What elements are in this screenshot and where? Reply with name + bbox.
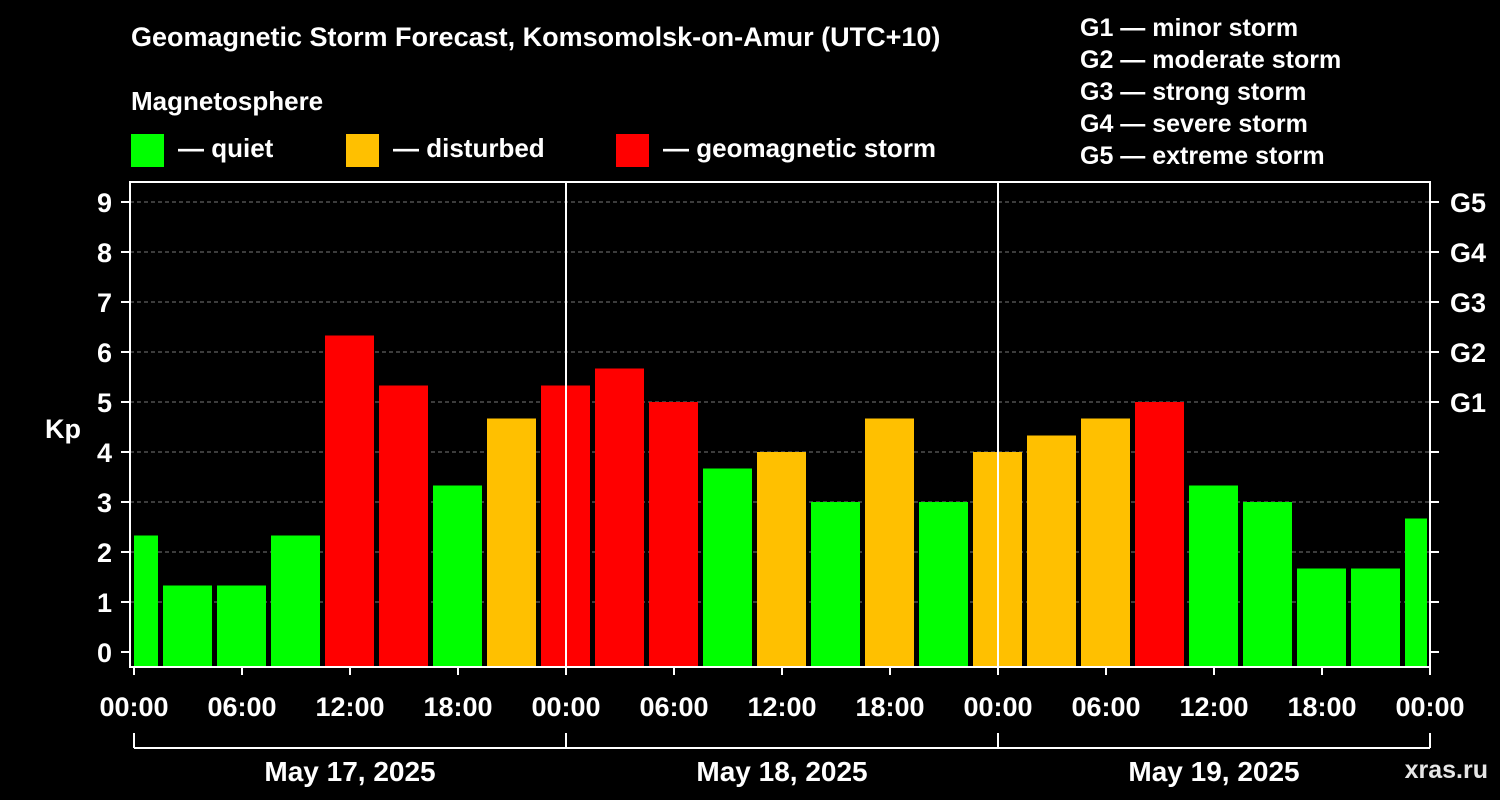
- bar-24: [1405, 518, 1427, 667]
- g-legend-g4: G4 — severe storm: [1080, 110, 1308, 138]
- bar-0: [134, 535, 158, 667]
- bar-2: [217, 585, 266, 667]
- day-label: May 19, 2025: [1128, 756, 1299, 787]
- bar-20: [1189, 485, 1238, 667]
- bar-3: [271, 535, 320, 667]
- bar-7: [487, 418, 536, 667]
- x-tick-label: 00:00: [1395, 692, 1464, 722]
- bar-10: [649, 402, 698, 667]
- bar-11: [703, 468, 752, 667]
- x-tick-label: 18:00: [423, 692, 492, 722]
- bar-9: [595, 368, 644, 667]
- g-scale-label: G5: [1450, 188, 1486, 218]
- y-tick-label: 7: [97, 288, 112, 318]
- bar-1: [163, 585, 212, 667]
- legend-heading: Magnetosphere: [131, 86, 324, 116]
- day-label: May 18, 2025: [696, 756, 867, 787]
- g-legend-g1: G1 — minor storm: [1080, 14, 1299, 42]
- bar-23: [1351, 568, 1400, 667]
- legend-swatch-quiet: [131, 134, 164, 167]
- legend-swatch-storm: [616, 134, 649, 167]
- x-tick-label: 18:00: [1287, 692, 1356, 722]
- source-watermark: xras.ru: [1404, 756, 1488, 784]
- bar-12: [757, 452, 806, 667]
- x-tick-label: 06:00: [639, 692, 708, 722]
- x-tick-label: 18:00: [855, 692, 924, 722]
- x-tick-label: 00:00: [531, 692, 600, 722]
- x-tick-label: 12:00: [1179, 692, 1248, 722]
- bar-14: [865, 418, 914, 667]
- bar-21: [1243, 502, 1292, 667]
- g-scale-label: G1: [1450, 388, 1486, 418]
- g-scale-label: G2: [1450, 338, 1486, 368]
- bar-22: [1297, 568, 1346, 667]
- y-tick-label: 6: [97, 338, 112, 368]
- bar-18: [1081, 418, 1130, 667]
- bar-15: [919, 502, 968, 667]
- y-tick-label: 4: [97, 438, 112, 468]
- x-tick-label: 00:00: [963, 692, 1032, 722]
- day-label: May 17, 2025: [264, 756, 435, 787]
- bar-4: [325, 335, 374, 667]
- y-tick-label: 9: [97, 188, 112, 218]
- legend-label-disturbed: — disturbed: [393, 133, 545, 163]
- bar-19: [1135, 402, 1184, 667]
- y-tick-label: 5: [97, 388, 112, 418]
- g-legend-g2: G2 — moderate storm: [1080, 46, 1342, 74]
- y-tick-label: 0: [97, 638, 112, 668]
- x-tick-label: 00:00: [99, 692, 168, 722]
- y-tick-label: 8: [97, 238, 112, 268]
- bar-17: [1027, 435, 1076, 667]
- y-axis-label: Kp: [45, 414, 81, 444]
- x-tick-label: 06:00: [207, 692, 276, 722]
- y-tick-label: 2: [97, 538, 112, 568]
- bar-5: [379, 385, 428, 667]
- x-tick-label: 12:00: [315, 692, 384, 722]
- g-scale-label: G4: [1450, 238, 1486, 268]
- legend-swatch-disturbed: [346, 134, 379, 167]
- y-tick-label: 3: [97, 488, 112, 518]
- bar-6: [433, 485, 482, 667]
- g-legend-g5: G5 — extreme storm: [1080, 142, 1325, 170]
- bar-13: [811, 502, 860, 667]
- x-tick-label: 12:00: [747, 692, 816, 722]
- legend-label-storm: — geomagnetic storm: [663, 133, 937, 163]
- g-scale-label: G3: [1450, 288, 1486, 318]
- g-legend-g3: G3 — strong storm: [1080, 78, 1307, 106]
- chart-title: Geomagnetic Storm Forecast, Komsomolsk-o…: [131, 22, 941, 52]
- y-tick-label: 1: [97, 588, 112, 618]
- legend-label-quiet: — quiet: [178, 133, 274, 163]
- plot-frame: [129, 181, 1431, 668]
- x-tick-label: 06:00: [1071, 692, 1140, 722]
